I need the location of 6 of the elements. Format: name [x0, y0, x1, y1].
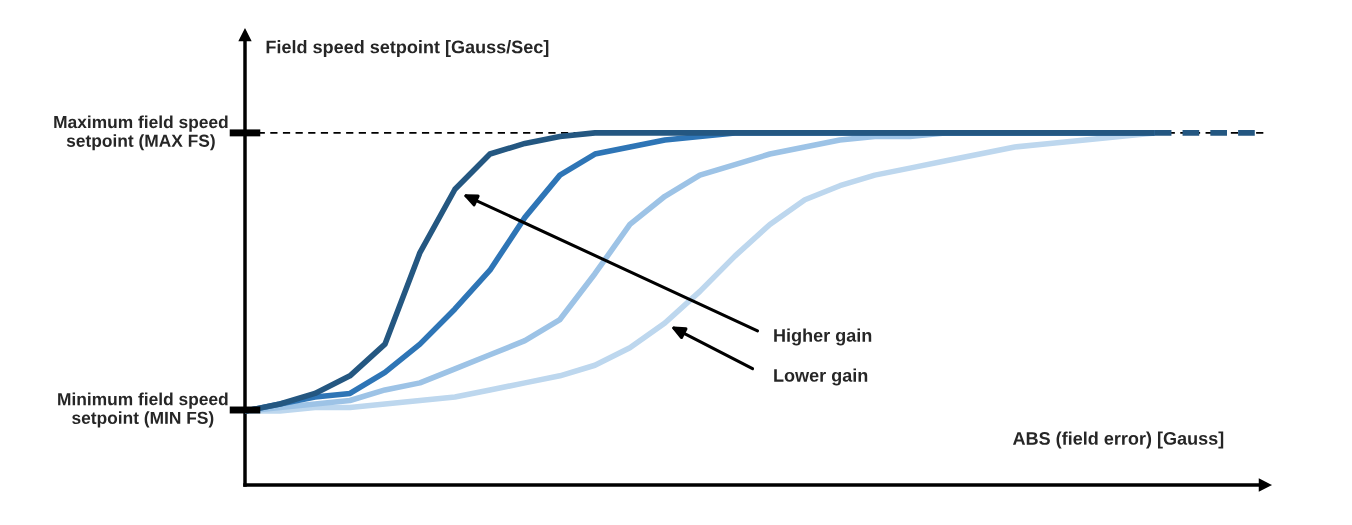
- text: Minimum field speed setpoint (MIN FS): [58, 392, 228, 428]
- ref-line-label: Maximum field speed setpoint (MAX FS): [54, 115, 228, 151]
- annotation: Lower gain: [774, 368, 868, 386]
- x-axis-title: ABS (field error) [Gauss]: [1012, 431, 1224, 449]
- y-axis-title: Field speed setpoint [Gauss/Sec]: [266, 40, 549, 57]
- annotation: Higher gain: [774, 328, 872, 346]
